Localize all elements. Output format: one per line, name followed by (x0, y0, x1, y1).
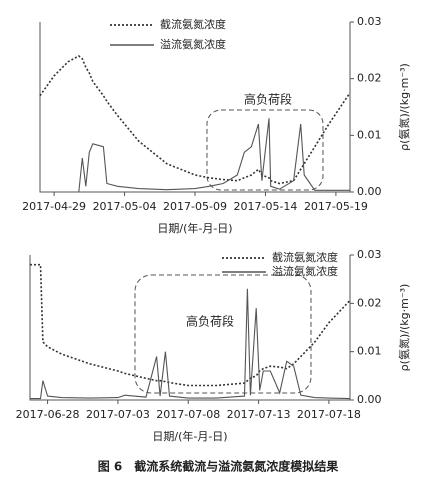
x-axis-label: 日期/(年-月-日) (152, 429, 227, 443)
x-tick-label: 2017-07-08 (156, 408, 220, 421)
x-tick-label: 2017-04-29 (22, 200, 86, 213)
y-tick-label: 0.00 (357, 185, 382, 198)
y-tick-label: 0.02 (357, 296, 382, 309)
x-axis-label: 日期/(年-月-日) (157, 221, 232, 235)
high-load-box (206, 109, 324, 191)
x-tick-label: 2017-07-18 (297, 408, 361, 421)
legend-label: 截流氨氮浓度 (160, 17, 226, 31)
y-axis-label: ρ(氨氮)/(kg·m⁻³) (397, 284, 411, 372)
y-tick-label: 0.01 (357, 128, 382, 141)
x-tick-label: 2017-06-28 (16, 408, 80, 421)
x-tick-label: 2017-05-14 (233, 200, 297, 213)
high-load-box (134, 274, 312, 394)
series-line (40, 118, 350, 193)
figure-caption: 图 6 截流系统截流与溢流氨氮浓度模拟结果 (98, 459, 339, 474)
x-tick-label: 2017-07-13 (227, 408, 291, 421)
legend-label: 溢流氨氮浓度 (272, 264, 338, 278)
x-tick-label: 2017-07-03 (86, 408, 150, 421)
series-line (30, 288, 351, 400)
y-tick-label: 0.03 (357, 15, 382, 28)
axis-frame (29, 255, 351, 401)
series-line (39, 55, 351, 185)
annotation: 高负荷段 (186, 314, 234, 329)
y-tick-label: 0.02 (357, 72, 382, 85)
y-tick-label: 0.01 (357, 345, 382, 358)
y-tick-label: 0.03 (357, 248, 382, 261)
y-tick-label: 0.00 (357, 393, 382, 406)
annotation: 高负荷段 (244, 92, 292, 107)
legend-label: 截流氨氮浓度 (272, 250, 338, 264)
y-axis-label: ρ(氨氮)/(kg·m⁻³) (397, 63, 411, 151)
x-tick-label: 2017-05-19 (304, 200, 368, 213)
x-tick-label: 2017-05-04 (93, 200, 157, 213)
x-tick-label: 2017-05-09 (163, 200, 227, 213)
legend-label: 溢流氨氮浓度 (160, 37, 226, 51)
series-line (30, 263, 351, 387)
